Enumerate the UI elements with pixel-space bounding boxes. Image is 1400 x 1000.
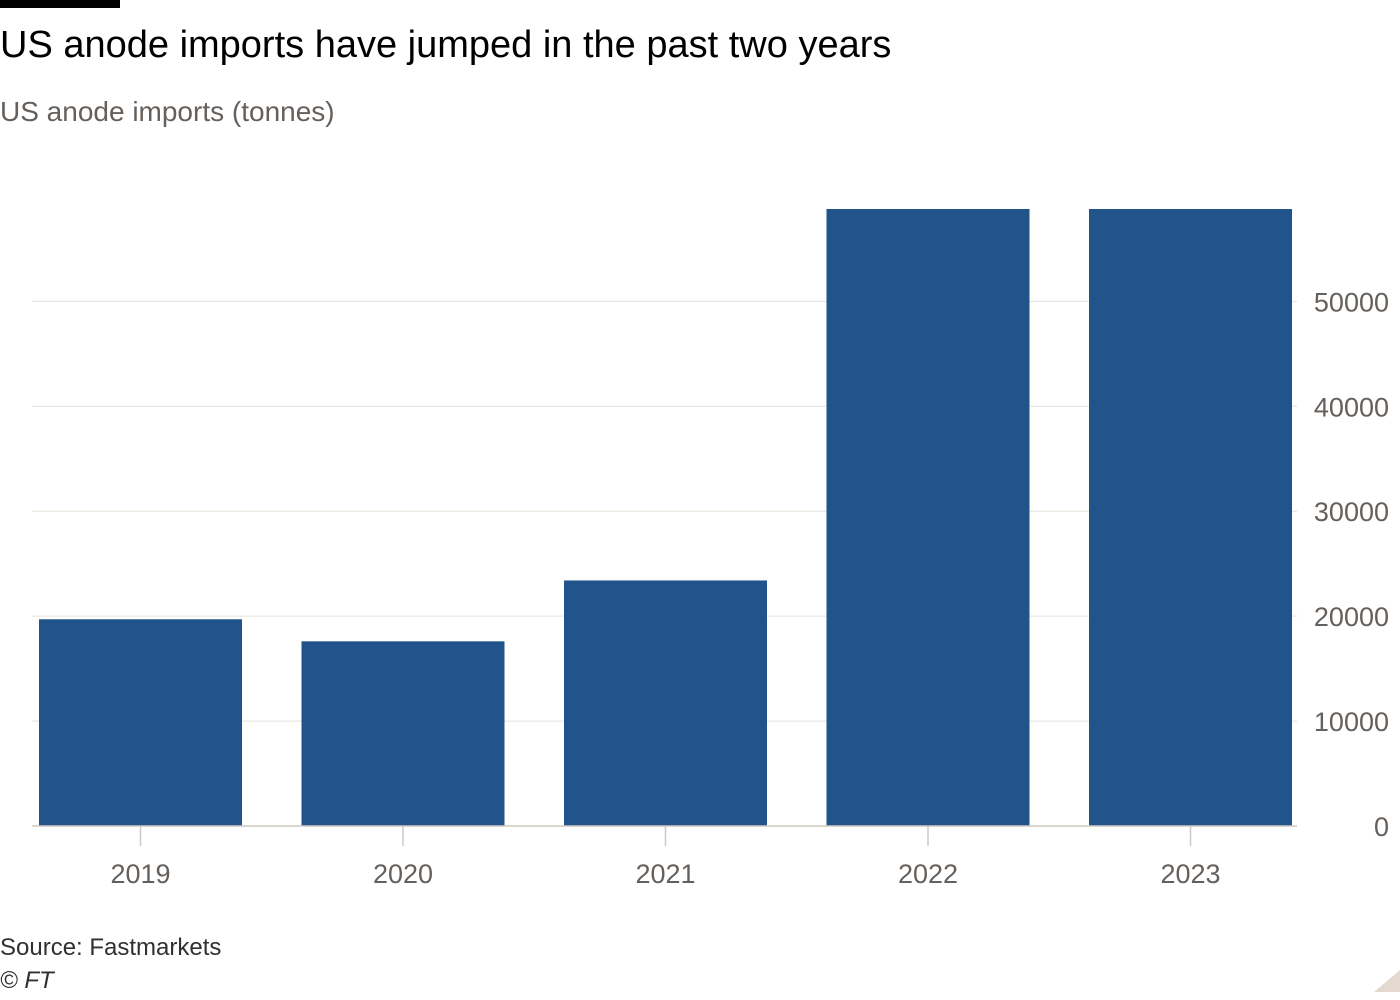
x-tick-label: 2019 xyxy=(110,859,170,889)
corner-fold-icon xyxy=(1374,970,1400,992)
bar-2023 xyxy=(1089,209,1292,826)
chart-subtitle: US anode imports (tonnes) xyxy=(0,96,335,127)
bar-2022 xyxy=(826,209,1030,826)
y-tick-label: 0 xyxy=(1374,812,1389,842)
x-tick-label: 2020 xyxy=(373,859,433,889)
bar-2020 xyxy=(301,641,505,826)
y-tick-label: 50000 xyxy=(1314,287,1389,317)
x-tick-label: 2021 xyxy=(635,859,695,889)
source-note: Source: Fastmarkets xyxy=(0,934,222,961)
header-accent-bar xyxy=(0,0,120,8)
y-tick-label: 30000 xyxy=(1314,497,1389,527)
copyright-note: © FT xyxy=(0,967,54,994)
y-tick-label: 40000 xyxy=(1314,392,1389,422)
chart-title: US anode imports have jumped in the past… xyxy=(0,24,892,66)
y-tick-label: 20000 xyxy=(1314,602,1389,632)
y-tick-label: 10000 xyxy=(1314,707,1389,737)
bar-2021 xyxy=(564,580,767,826)
x-tick-label: 2023 xyxy=(1160,859,1220,889)
x-tick-label: 2022 xyxy=(898,859,958,889)
bar-2019 xyxy=(39,619,242,826)
